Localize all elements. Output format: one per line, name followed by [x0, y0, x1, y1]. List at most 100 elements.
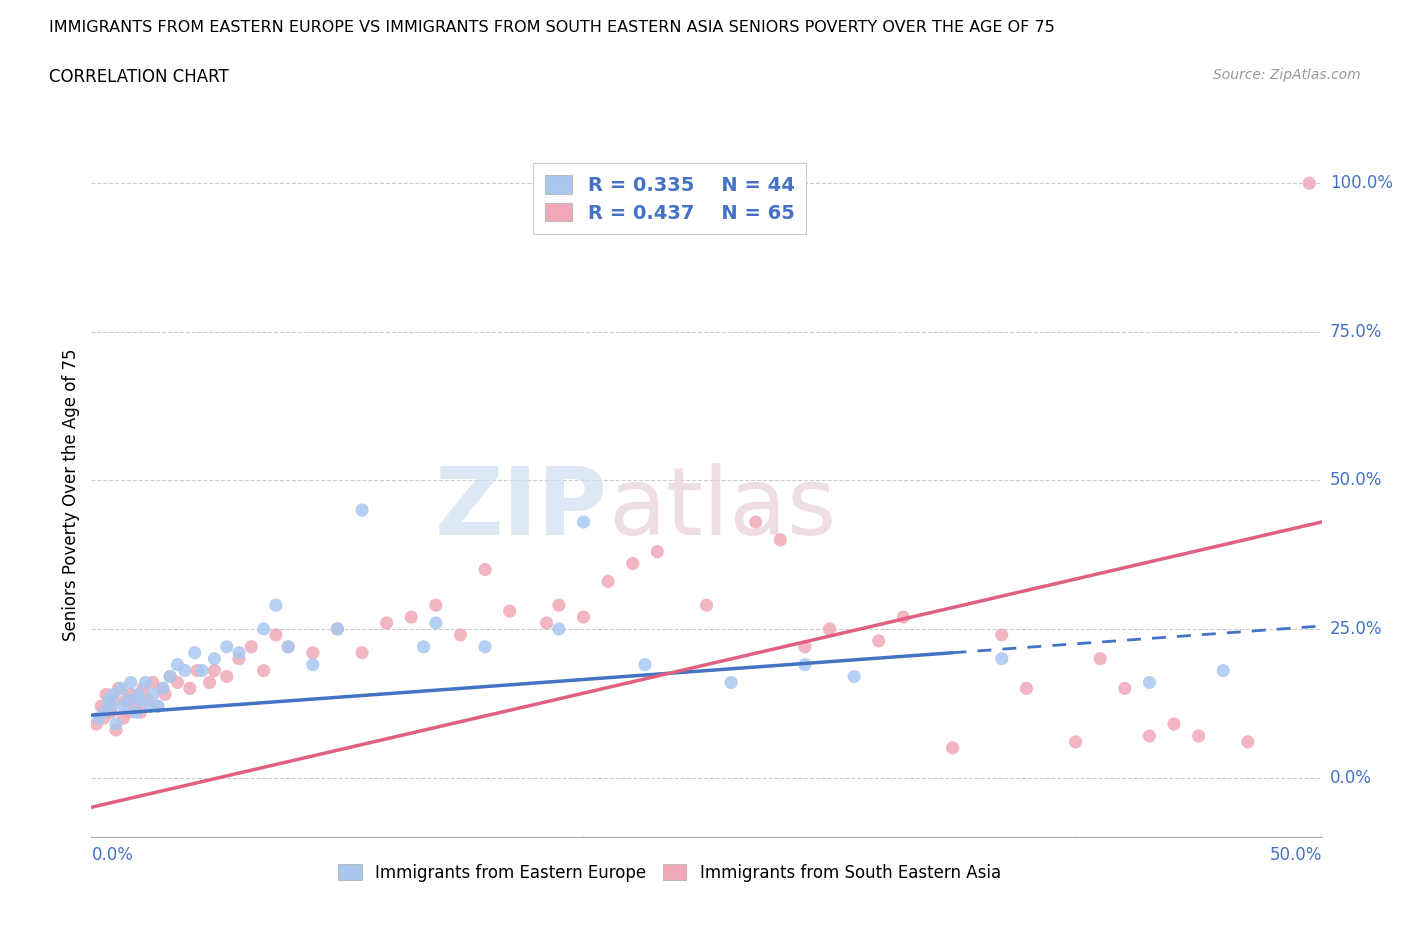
Point [399, 610, 422, 625]
Point [634, 658, 657, 672]
Text: IMMIGRANTS FROM EASTERN EUROPE VS IMMIGRANTS FROM SOUTH EASTERN ASIA SENIORS POV: IMMIGRANTS FROM EASTERN EUROPE VS IMMIGR… [49, 20, 1054, 35]
Point [1298, 176, 1320, 191]
Point [253, 663, 276, 678]
Text: ZIP: ZIP [436, 463, 607, 555]
Point [166, 675, 188, 690]
Point [621, 556, 644, 571]
Point [498, 604, 520, 618]
Point [124, 698, 148, 713]
Point [124, 705, 148, 720]
Y-axis label: Seniors Poverty Over the Age of 75: Seniors Poverty Over the Age of 75 [62, 349, 80, 642]
Point [375, 616, 398, 631]
Point [117, 693, 139, 708]
Point [174, 663, 197, 678]
Point [1015, 681, 1038, 696]
Point [449, 628, 471, 643]
Point [179, 681, 201, 696]
Point [352, 645, 374, 660]
Point [97, 693, 120, 708]
Point [253, 621, 276, 636]
Point [93, 705, 115, 720]
Point [129, 693, 152, 708]
Point [112, 698, 135, 713]
Point [87, 711, 110, 725]
Point [264, 598, 287, 613]
Point [1114, 681, 1136, 696]
Legend: Immigrants from Eastern Europe, Immigrants from South Eastern Asia: Immigrants from Eastern Europe, Immigran… [330, 856, 1010, 890]
Point [105, 717, 127, 732]
Point [117, 705, 139, 720]
Point [548, 621, 571, 636]
Point [793, 639, 815, 654]
Point [264, 628, 287, 643]
Point [240, 639, 263, 654]
Point [596, 574, 619, 589]
Point [277, 639, 299, 654]
Point [548, 598, 571, 613]
Point [107, 681, 129, 696]
Point [186, 663, 208, 678]
Point [90, 698, 112, 713]
Point [114, 693, 138, 708]
Point [146, 698, 169, 713]
Point [132, 681, 155, 696]
Point [326, 621, 349, 636]
Point [818, 621, 841, 636]
Point [136, 693, 159, 708]
Point [572, 610, 595, 625]
Point [745, 514, 768, 529]
Point [412, 639, 434, 654]
Text: 50.0%: 50.0% [1330, 472, 1382, 489]
Point [100, 698, 122, 713]
Point [86, 717, 108, 732]
Point [215, 639, 238, 654]
Point [135, 675, 157, 690]
Point [127, 687, 149, 702]
Point [191, 663, 214, 678]
Point [105, 723, 127, 737]
Point [120, 687, 142, 702]
Point [159, 669, 181, 684]
Point [425, 598, 447, 613]
Text: Source: ZipAtlas.com: Source: ZipAtlas.com [1213, 68, 1361, 82]
Point [301, 645, 323, 660]
Point [695, 598, 717, 613]
Point [142, 687, 165, 702]
Point [1139, 675, 1161, 690]
Point [277, 639, 299, 654]
Text: 25.0%: 25.0% [1330, 620, 1382, 638]
Point [474, 562, 496, 577]
Point [120, 675, 142, 690]
Point [100, 705, 122, 720]
Point [112, 711, 135, 725]
Point [183, 645, 207, 660]
Point [842, 669, 865, 684]
Point [990, 628, 1012, 643]
Text: atlas: atlas [607, 463, 837, 555]
Text: 0.0%: 0.0% [91, 846, 134, 864]
Point [139, 698, 162, 713]
Point [326, 621, 349, 636]
Point [868, 633, 890, 648]
Point [228, 651, 250, 666]
Text: 75.0%: 75.0% [1330, 323, 1382, 340]
Point [228, 645, 250, 660]
Point [941, 740, 963, 755]
Point [301, 658, 323, 672]
Point [215, 669, 238, 684]
Point [202, 651, 225, 666]
Point [93, 711, 115, 725]
Point [202, 663, 225, 678]
Point [891, 610, 914, 625]
Point [142, 675, 165, 690]
Point [146, 698, 169, 713]
Point [110, 681, 132, 696]
Point [1088, 651, 1111, 666]
Point [103, 693, 125, 708]
Point [103, 687, 125, 702]
Point [1064, 735, 1087, 750]
Text: CORRELATION CHART: CORRELATION CHART [49, 68, 229, 86]
Point [1187, 728, 1209, 743]
Text: 0.0%: 0.0% [1330, 768, 1372, 787]
Point [793, 658, 815, 672]
